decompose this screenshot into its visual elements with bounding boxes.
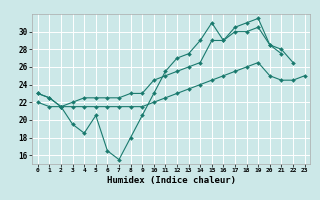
X-axis label: Humidex (Indice chaleur): Humidex (Indice chaleur) — [107, 176, 236, 185]
